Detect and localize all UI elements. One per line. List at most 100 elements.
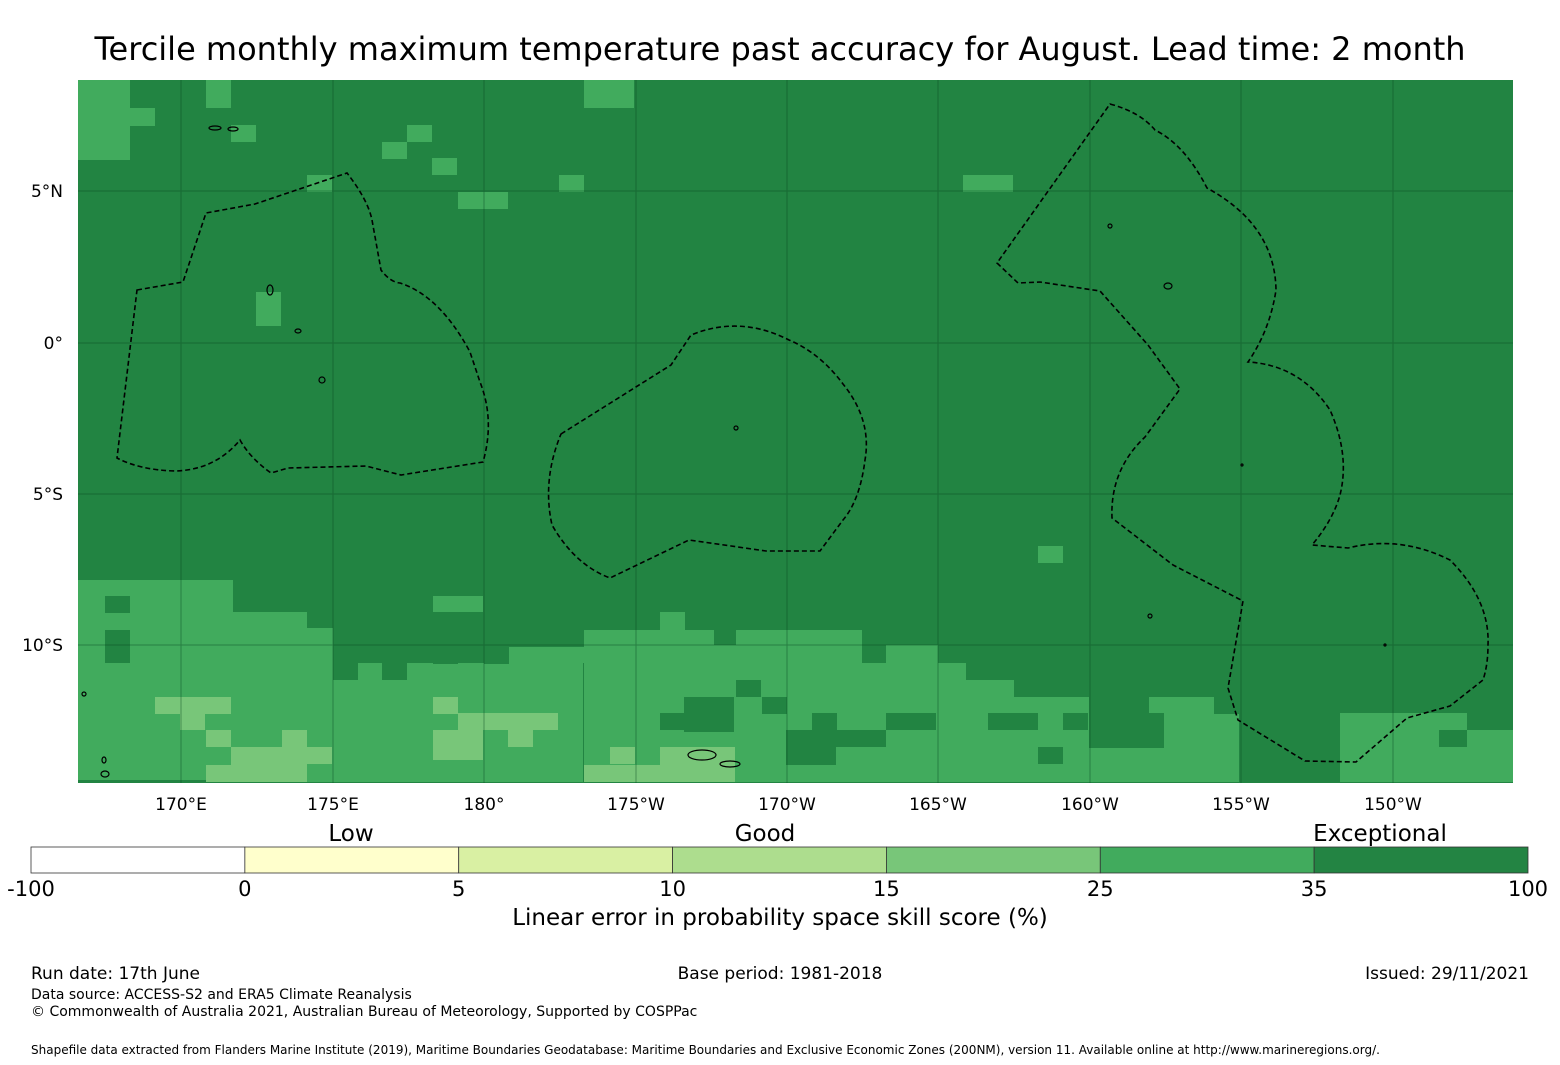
- lat-tick-label: 10°S: [22, 636, 63, 656]
- skill-cell: [433, 647, 458, 664]
- skill-cell: [660, 747, 735, 782]
- colorbar-category: Good: [735, 821, 796, 847]
- skill-cell: [1214, 713, 1239, 782]
- islands: [81, 125, 1387, 778]
- skill-cell: [382, 142, 407, 159]
- skill-cell: [988, 713, 1038, 730]
- lon-tick-label: 180°: [464, 795, 505, 815]
- skill-cell: [256, 292, 281, 326]
- longitude-labels: 170°E 175°E 180° 175°W 170°W 165°W 160°W 155°W 1…: [155, 795, 1422, 815]
- skill-cell: [660, 713, 685, 730]
- map-title: Tercile monthly maximum temperature past…: [94, 30, 1466, 68]
- skill-cell: [1063, 713, 1088, 730]
- skill-cell: [458, 713, 558, 730]
- run-date: Run date: 17th June: [31, 964, 200, 984]
- colorbar-bin: [458, 846, 673, 874]
- skill-cell: [963, 175, 1013, 192]
- colorbar-bin: [886, 846, 1101, 874]
- skill-cell: [432, 158, 457, 175]
- colorbar-tick-label: 100: [1508, 877, 1548, 901]
- island: [294, 328, 302, 334]
- colorbar-bin: [1313, 846, 1529, 874]
- island: [81, 691, 87, 697]
- island: [227, 126, 239, 132]
- island: [1163, 282, 1173, 290]
- skill-cell: [1214, 697, 1239, 714]
- skill-cell: [862, 663, 887, 782]
- issued-date: Issued: 29/11/2021: [1365, 964, 1529, 984]
- skill-cell: [836, 730, 886, 747]
- lon-tick-label: 165°W: [909, 795, 967, 815]
- colorbar: [30, 846, 1529, 874]
- colorbar-category: Low: [328, 821, 373, 847]
- skill-cell: [559, 175, 584, 192]
- skill-cell: [938, 663, 966, 782]
- colorbar-label: Linear error in probability space skill …: [512, 905, 1048, 931]
- shapefile-credit: Shapefile data extracted from Flanders M…: [31, 1043, 1380, 1057]
- skill-cell: [1467, 713, 1513, 730]
- eez-boundary: [547, 325, 868, 579]
- colorbar-bin: [244, 846, 460, 874]
- skill-cell: [307, 747, 332, 764]
- lon-tick-label: 175°E: [307, 795, 359, 815]
- skill-cell: [1315, 747, 1340, 764]
- skill-cell: [433, 730, 483, 760]
- island: [100, 770, 110, 778]
- gridlines: [78, 80, 1513, 783]
- copyright: © Commonwealth of Australia 2021, Austra…: [31, 1004, 698, 1020]
- colorbar-tick-label: 35: [1301, 877, 1328, 901]
- colorbar-tick-label: -100: [7, 877, 55, 901]
- skill-cell: [458, 192, 508, 209]
- skill-cell: [407, 125, 432, 142]
- colorbar-tick-label: 10: [659, 877, 686, 901]
- eez-boundaries: [116, 103, 1489, 763]
- skill-cell: [433, 596, 483, 612]
- skill-cell: [1038, 546, 1063, 563]
- base-period: Base period: 1981-2018: [677, 964, 883, 984]
- colorbar-bin: [672, 846, 887, 874]
- colorbar-bin: [30, 846, 246, 874]
- lon-tick-label: 150°W: [1364, 795, 1422, 815]
- island: [208, 125, 222, 131]
- skill-cell: [966, 680, 1014, 782]
- skill-cell: [282, 730, 307, 747]
- island: [687, 749, 717, 761]
- colorbar-tick-label: 25: [1087, 877, 1114, 901]
- island: [266, 284, 274, 296]
- island: [101, 756, 107, 764]
- colorbar-categories: Low Good Exceptional: [328, 821, 1446, 847]
- island: [1107, 223, 1113, 229]
- skill-cell: [762, 697, 787, 714]
- island: [318, 376, 326, 384]
- skill-cell: [180, 713, 205, 730]
- skill-cell: [1038, 747, 1063, 764]
- skill-cell: [333, 663, 433, 782]
- skill-cell: [206, 730, 231, 747]
- skill-cell: [105, 630, 130, 663]
- colorbar-tick-labels: -100 0 5 10 15 25 35 100: [7, 877, 1548, 901]
- skill-cell: [206, 765, 256, 782]
- lon-tick-label: 160°W: [1061, 795, 1119, 815]
- skill-cell: [382, 663, 407, 680]
- eez-boundary: [116, 172, 490, 476]
- skill-cell: [433, 697, 458, 714]
- skill-cell: [812, 713, 837, 730]
- skill-cell: [508, 730, 533, 747]
- lon-tick-label: 170°W: [758, 795, 816, 815]
- map-plot-area: [78, 80, 1513, 783]
- data-source: Data source: ACCESS-S2 and ERA5 Climate …: [31, 987, 412, 1003]
- lat-tick-label: 5°S: [33, 485, 63, 505]
- skill-cell: [155, 697, 231, 714]
- island: [733, 425, 739, 431]
- lon-tick-label: 175°W: [607, 795, 665, 815]
- island: [1240, 463, 1244, 467]
- skill-cell: [1089, 713, 1164, 748]
- skill-cell: [78, 80, 130, 160]
- skill-cell: [584, 80, 634, 108]
- skill-cell: [484, 647, 509, 664]
- skill-cell: [78, 580, 233, 780]
- skill-cell: [660, 612, 685, 632]
- skill-cell: [333, 647, 358, 680]
- skill-cell: [786, 730, 836, 765]
